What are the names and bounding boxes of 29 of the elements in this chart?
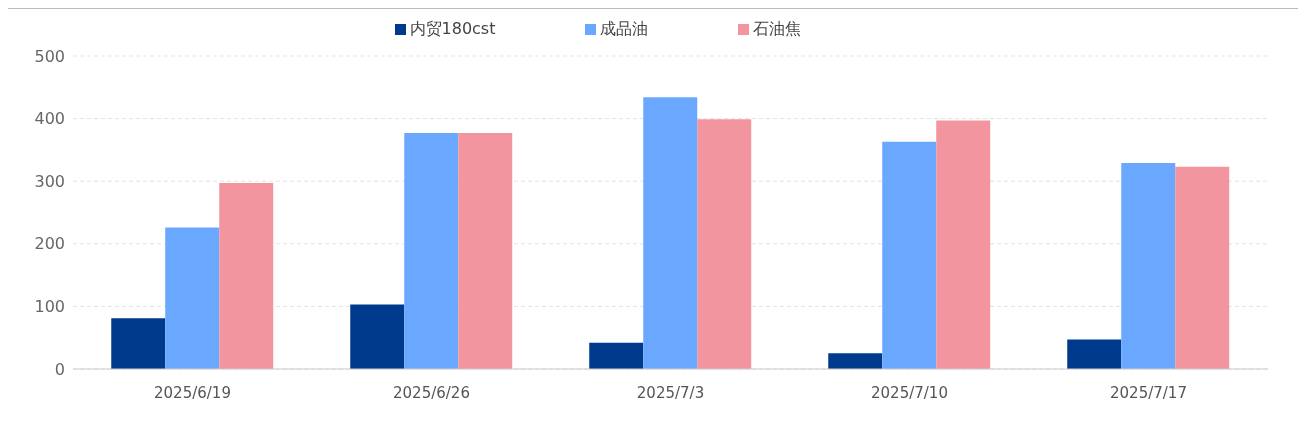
bar — [350, 304, 405, 369]
bar — [1067, 339, 1122, 369]
bar — [1175, 166, 1230, 369]
bar — [697, 119, 752, 369]
bar — [219, 183, 274, 369]
y-tick-label: 300 — [34, 171, 65, 191]
y-tick-label: 500 — [34, 46, 65, 66]
x-tick-label: 2025/6/26 — [393, 383, 470, 402]
bar — [458, 133, 513, 369]
x-tick-label: 2025/6/19 — [154, 383, 231, 402]
y-tick-label: 0 — [54, 359, 65, 379]
legend-label: 石油焦 — [753, 19, 802, 38]
bar — [111, 318, 166, 369]
bar — [1121, 163, 1176, 369]
bar — [404, 133, 459, 369]
bar — [882, 141, 937, 369]
legend-label: 成品油 — [600, 19, 649, 38]
bar — [828, 353, 883, 369]
x-tick-label: 2025/7/17 — [1110, 383, 1187, 402]
x-tick-label: 2025/7/3 — [636, 383, 705, 402]
bar — [589, 342, 644, 369]
y-tick-label: 200 — [34, 234, 65, 254]
y-tick-label: 400 — [34, 109, 65, 129]
bar — [165, 227, 220, 369]
bar — [936, 120, 991, 369]
x-tick-label: 2025/7/10 — [871, 383, 948, 402]
legend-label: 内贸180cst — [409, 19, 496, 38]
bar — [643, 97, 698, 369]
y-tick-label: 100 — [34, 297, 65, 317]
